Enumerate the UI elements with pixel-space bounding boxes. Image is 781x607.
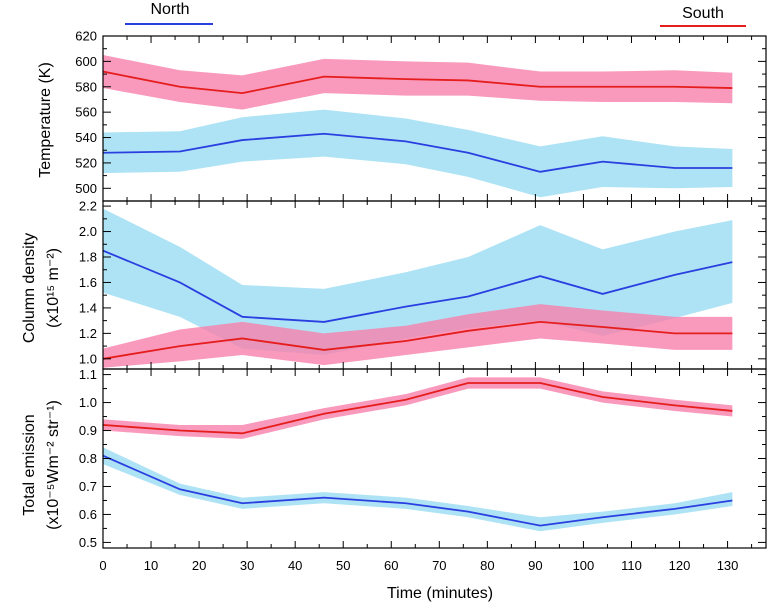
column-density-ylabel: Column density: [21, 233, 38, 343]
column-density-ytick-label: 1.6: [79, 275, 97, 290]
x-tick-label: 120: [669, 558, 691, 573]
column-density-ytick-label: 1.0: [79, 351, 97, 366]
legend-south-label: South: [682, 5, 724, 22]
column-density-ytick-label: 1.4: [79, 300, 97, 315]
total-emission-ytick-label: 1.1: [79, 367, 97, 382]
x-tick-label: 0: [99, 558, 106, 573]
x-tick-label: 70: [432, 558, 446, 573]
x-tick-label: 80: [480, 558, 494, 573]
column-density-plot-area: [103, 208, 733, 368]
total-emission-plot-area: [103, 377, 733, 532]
total-emission-north-band: [103, 447, 733, 532]
column-density-north-line: [103, 249, 733, 323]
total-emission-north-line: [103, 454, 733, 527]
x-tick-label: 130: [717, 558, 739, 573]
x-tick-label: 110: [621, 558, 642, 573]
total-emission-south-line: [103, 382, 733, 435]
x-axis-label: Time (minutes): [387, 585, 493, 602]
temperature-ytick-label: 600: [75, 54, 97, 69]
total-emission-ytick-label: 0.7: [79, 479, 97, 494]
total-emission-panel: 0.5 0.6 0.7 0.8 0.9 1.0 1.1 0 10 20 30 40 50 60 70 80 90…: [79, 367, 767, 573]
legend: North South: [125, 1, 746, 27]
temperature-plot-area: [103, 55, 733, 198]
temperature-ytick-label: 500: [75, 181, 97, 196]
x-tick-label: 90: [528, 558, 542, 573]
column-density-ylabel-units: (x10¹⁵ m⁻²): [45, 248, 62, 328]
x-tick-label: 30: [240, 558, 254, 573]
total-emission-ytick-label: 1.0: [79, 395, 97, 410]
total-emission-ylabel-units: (x10⁻⁵Wm⁻² str⁻¹): [45, 400, 62, 530]
total-emission-south-band: [103, 377, 733, 439]
temperature-north-band: [103, 109, 733, 198]
x-tick-label: 20: [192, 558, 206, 573]
total-emission-ytick-label: 0.6: [79, 507, 97, 522]
legend-north-label: North: [150, 1, 189, 18]
total-emission-ytick-label: 0.9: [79, 423, 97, 438]
column-density-ytick-label: 2.2: [79, 199, 97, 214]
column-density-ytick-label: 1.8: [79, 250, 97, 265]
temperature-ytick-label: 620: [75, 29, 97, 44]
column-density-ytick-label: 1.2: [79, 326, 97, 341]
x-tick-label: 40: [288, 558, 302, 573]
total-emission-ytick-label: 0.8: [79, 451, 97, 466]
x-tick-label: 100: [573, 558, 595, 573]
temperature-south-line: [103, 70, 733, 95]
temperature-panel: 500 520 540 560 580 600 620: [75, 29, 767, 202]
temperature-ytick-label: 580: [75, 79, 97, 94]
temperature-ytick-label: 560: [75, 105, 97, 120]
column-density-south-band: [103, 304, 733, 368]
total-emission-ylabel: Total emission: [21, 414, 38, 515]
temperature-south-band: [103, 55, 733, 110]
column-density-south-line: [103, 321, 733, 360]
temperature-ylabel: Temperature (K): [37, 62, 54, 178]
x-tick-label: 60: [384, 558, 398, 573]
column-density-ytick-label: 2.0: [79, 224, 97, 239]
total-emission-ytick-label: 0.5: [79, 535, 97, 550]
temperature-north-line: [103, 132, 733, 173]
temperature-ytick-label: 540: [75, 130, 97, 145]
column-density-panel: 1.0 1.2 1.4 1.6 1.8 2.0 2.2: [79, 199, 767, 370]
x-tick-label: 50: [336, 558, 350, 573]
temperature-ytick-label: 520: [75, 155, 97, 170]
x-tick-label: 10: [144, 558, 158, 573]
